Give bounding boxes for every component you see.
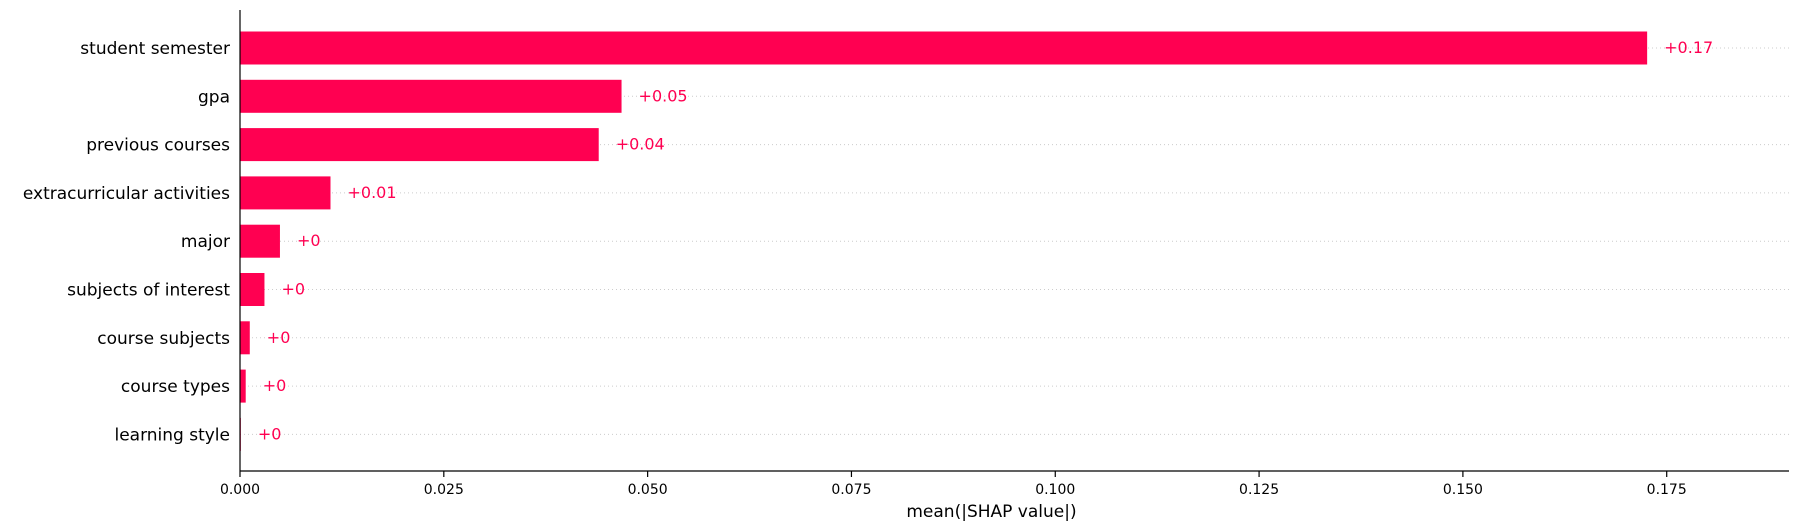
category-label: course types xyxy=(121,377,230,397)
x-tick-label: 0.150 xyxy=(1443,482,1483,498)
bar-course-subjects xyxy=(240,321,250,355)
x-tick-label: 0.000 xyxy=(220,482,260,498)
category-label: major xyxy=(181,232,230,252)
bar-layer xyxy=(240,31,1648,451)
x-tick-label: 0.050 xyxy=(628,482,668,498)
x-tick-label: 0.025 xyxy=(424,482,464,498)
value-label: +0 xyxy=(281,280,305,299)
value-label: +0 xyxy=(297,231,321,250)
bar-major xyxy=(240,224,280,258)
value-label: +0.01 xyxy=(347,183,396,202)
category-label: student semester xyxy=(80,39,230,59)
bar-course-types xyxy=(240,369,246,403)
bar-extracurricular-activities xyxy=(240,176,331,210)
x-axis-title: mean(|SHAP value|) xyxy=(906,502,1076,522)
value-label: +0 xyxy=(263,376,287,395)
value-label: +0.05 xyxy=(639,86,688,105)
axis-layer: 0.000 0.025 0.050 0.075 0.100 0.125 0.150 0.175 xyxy=(220,10,1789,498)
x-tick-label: 0.075 xyxy=(831,482,871,498)
bar-gpa xyxy=(240,79,622,113)
category-label: extracurricular activities xyxy=(23,184,230,204)
bar-student-semester xyxy=(240,31,1648,65)
x-tick-label: 0.100 xyxy=(1035,482,1075,498)
value-label: +0.04 xyxy=(616,135,665,154)
category-label-layer: student semester gpa previous courses extra… xyxy=(23,39,230,445)
value-label-layer: +0.17 +0.05 +0.04 +0.01 +0 +0 +0 +0 +0 xyxy=(258,38,1713,443)
value-label: +0.17 xyxy=(1664,38,1713,57)
x-tick-label: 0.175 xyxy=(1647,482,1687,498)
x-tick-label: 0.125 xyxy=(1239,482,1279,498)
category-label: subjects of interest xyxy=(67,281,230,301)
value-label: +0 xyxy=(267,328,291,347)
bar-subjects-of-interest xyxy=(240,273,265,306)
bar-previous-courses xyxy=(240,128,599,162)
category-label: course subjects xyxy=(97,329,230,349)
category-label: previous courses xyxy=(86,136,230,156)
category-label: learning style xyxy=(114,425,230,445)
category-label: gpa xyxy=(198,87,230,107)
value-label: +0 xyxy=(258,424,282,443)
